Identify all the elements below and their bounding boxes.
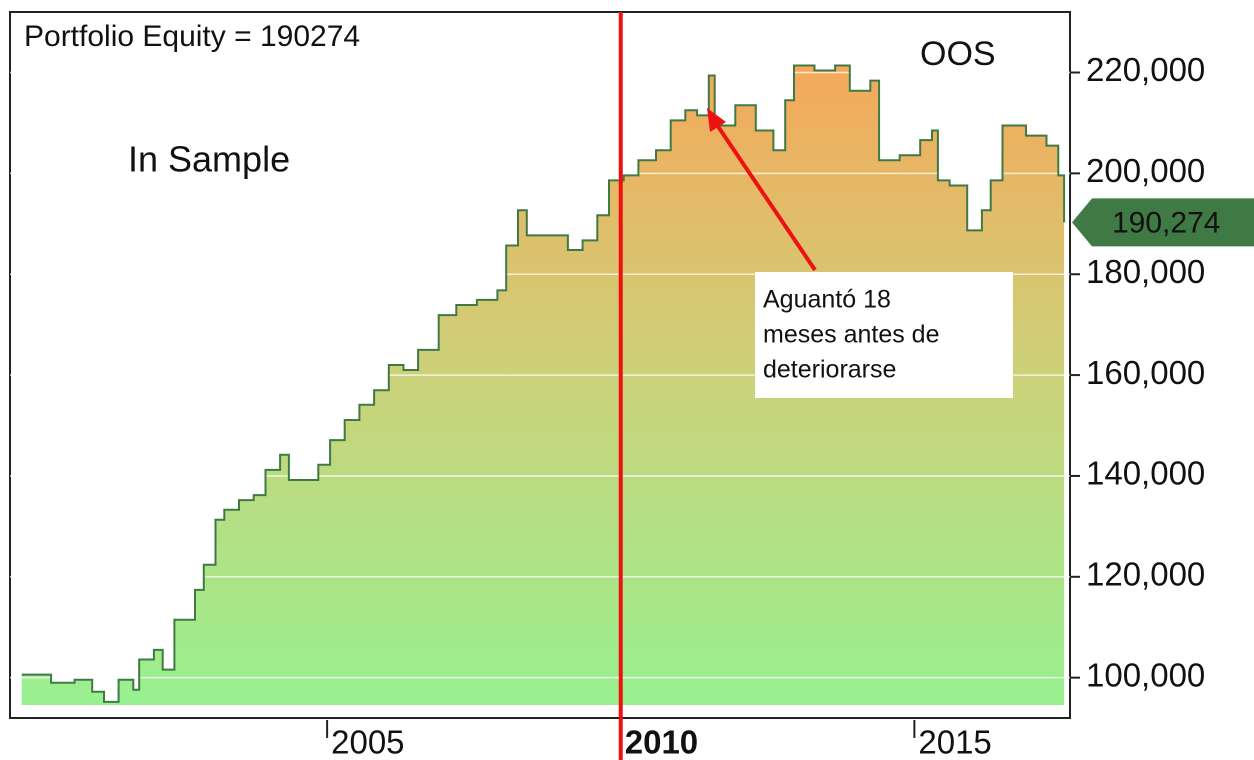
note-line: meses antes de [763,321,940,349]
note-box [755,272,1013,398]
x-tick-label: 2015 [918,724,991,760]
note-line: deteriorarse [763,356,896,384]
chart-title: Portfolio Equity = 190274 [24,20,360,53]
y-tick-label: 120,000 [1086,556,1205,593]
oos-label: OOS [920,35,996,73]
y-tick-label: 220,000 [1086,51,1205,88]
note-line: Aguantó 18 [763,286,891,314]
x-tick-label: 2005 [331,724,404,760]
note-arrow [713,120,817,272]
note-arrowhead [707,108,726,132]
in-sample-label: In Sample [128,139,290,180]
last-value-tag [1072,198,1254,247]
y-tick-label: 100,000 [1086,656,1205,693]
y-tick-label: 140,000 [1086,455,1205,492]
y-tick-label: 180,000 [1086,253,1205,290]
y-tick-label: 160,000 [1086,354,1205,391]
last-value-label: 190,274 [1112,206,1220,239]
y-tick-label: 200,000 [1086,152,1205,189]
x-tick-label: 2010 [625,724,698,760]
equity-area [21,65,1065,705]
equity-line [21,64,1066,703]
